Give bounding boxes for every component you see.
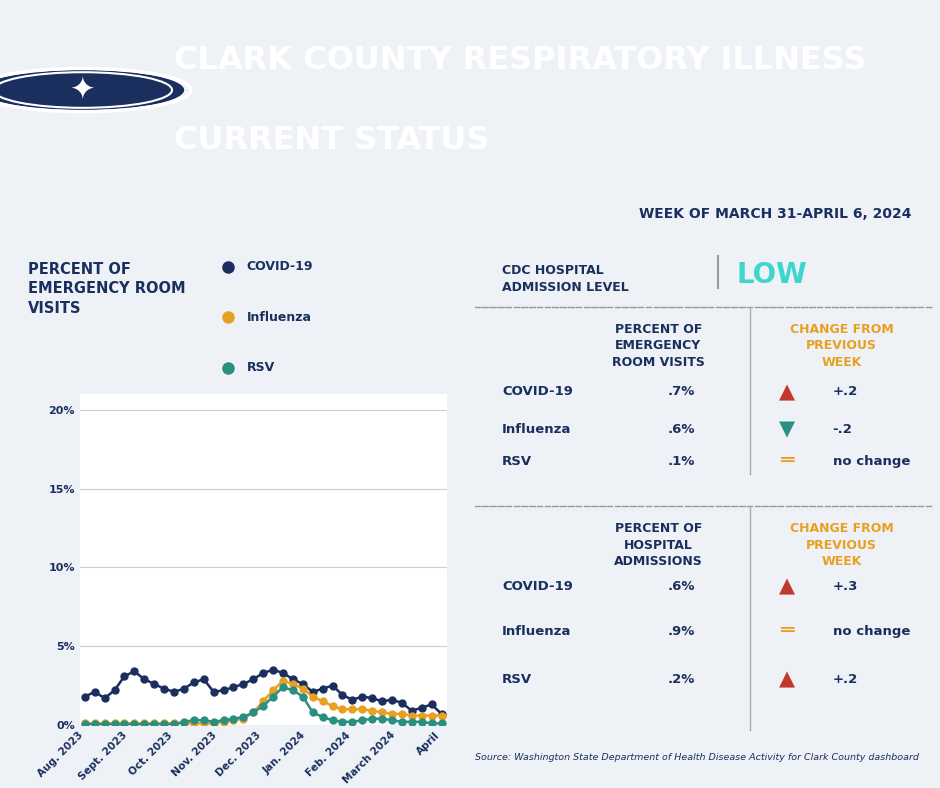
- Text: ═: ═: [780, 621, 793, 641]
- Text: PERCENT OF
EMERGENCY ROOM
VISITS: PERCENT OF EMERGENCY ROOM VISITS: [27, 262, 185, 316]
- Text: Influenza: Influenza: [246, 311, 311, 324]
- Text: .2%: .2%: [667, 673, 695, 686]
- Text: Source: Washington State Department of Health Disease Activity for Clark County : Source: Washington State Department of H…: [475, 753, 918, 761]
- Text: COVID-19: COVID-19: [502, 385, 573, 399]
- Text: +.2: +.2: [833, 673, 858, 686]
- Text: CURRENT STATUS: CURRENT STATUS: [174, 125, 490, 156]
- Text: CHANGE FROM
PREVIOUS
WEEK: CHANGE FROM PREVIOUS WEEK: [790, 522, 894, 568]
- Circle shape: [0, 70, 184, 110]
- Text: CHANGE FROM
PREVIOUS
WEEK: CHANGE FROM PREVIOUS WEEK: [790, 323, 894, 369]
- Text: Influenza: Influenza: [502, 422, 572, 436]
- Text: ▲: ▲: [778, 576, 794, 596]
- Text: .9%: .9%: [667, 625, 695, 637]
- Text: ═: ═: [780, 451, 793, 471]
- Text: .1%: .1%: [667, 455, 695, 467]
- Text: LOW: LOW: [736, 261, 807, 289]
- Text: PERCENT OF
EMERGENCY
ROOM VISITS: PERCENT OF EMERGENCY ROOM VISITS: [612, 323, 705, 369]
- Text: ▼: ▼: [778, 419, 794, 439]
- Text: RSV: RSV: [502, 673, 532, 686]
- Text: no change: no change: [833, 455, 910, 467]
- Text: COVID-19: COVID-19: [246, 261, 313, 273]
- Text: CLARK COUNTY RESPIRATORY ILLNESS: CLARK COUNTY RESPIRATORY ILLNESS: [174, 44, 867, 76]
- Text: .7%: .7%: [667, 385, 695, 399]
- Text: .6%: .6%: [667, 580, 695, 593]
- Text: ▲: ▲: [778, 669, 794, 690]
- Text: RSV: RSV: [502, 455, 532, 467]
- Text: ▲: ▲: [778, 382, 794, 402]
- Text: ✦: ✦: [70, 76, 96, 105]
- Text: CDC HOSPITAL
ADMISSION LEVEL: CDC HOSPITAL ADMISSION LEVEL: [502, 264, 629, 294]
- Text: COVID-19: COVID-19: [502, 580, 573, 593]
- Circle shape: [0, 70, 184, 110]
- Text: .6%: .6%: [667, 422, 695, 436]
- Text: RSV: RSV: [246, 362, 274, 374]
- Text: no change: no change: [833, 625, 910, 637]
- Text: Influenza: Influenza: [502, 625, 572, 637]
- Text: -.2: -.2: [833, 422, 853, 436]
- Text: +.3: +.3: [833, 580, 858, 593]
- Text: WEEK OF MARCH 31-APRIL 6, 2024: WEEK OF MARCH 31-APRIL 6, 2024: [639, 207, 912, 221]
- Text: PERCENT OF
HOSPITAL
ADMISSIONS: PERCENT OF HOSPITAL ADMISSIONS: [614, 522, 702, 568]
- Text: +.2: +.2: [833, 385, 858, 399]
